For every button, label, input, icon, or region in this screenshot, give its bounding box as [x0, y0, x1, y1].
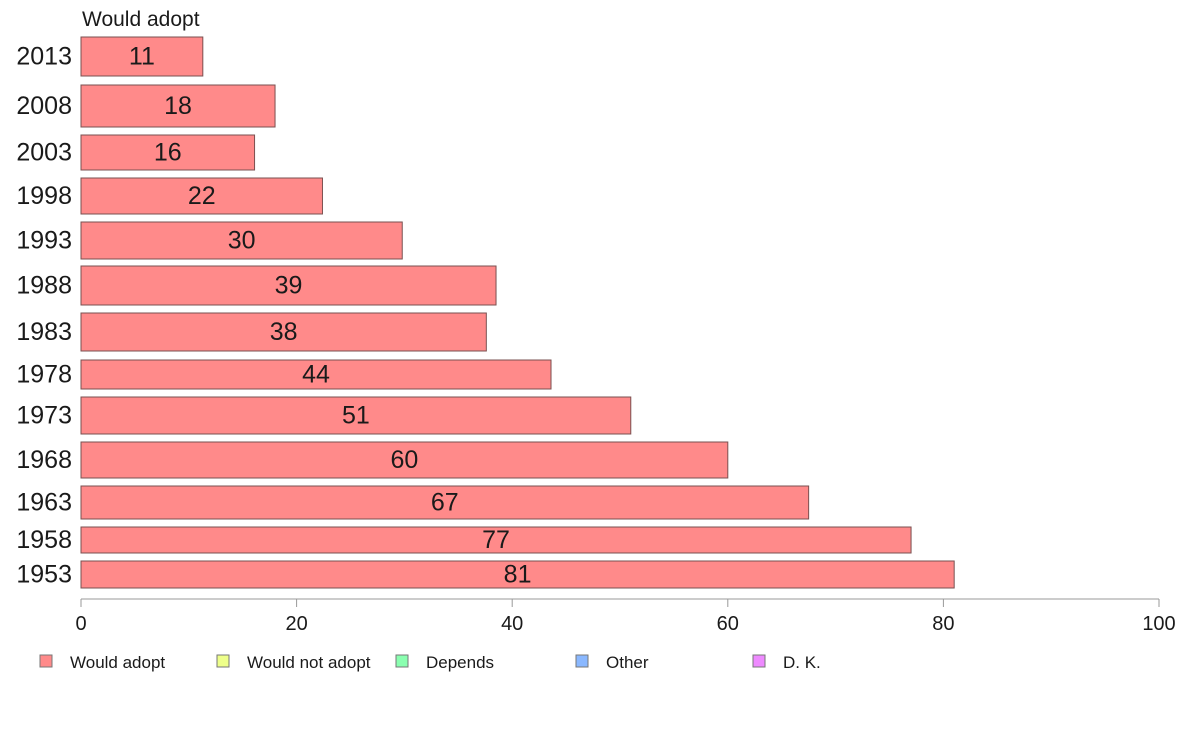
year-label-2008: 2008 [16, 92, 72, 120]
value-label-1998: 22 [188, 182, 216, 210]
legend: Would adopt Would not adopt Depends Other D.… [39, 653, 821, 672]
bar-1978 [80, 359, 552, 390]
year-label-1978: 1978 [16, 361, 72, 389]
bar-1988 [80, 265, 497, 306]
year-label-1988: 1988 [16, 272, 72, 300]
bar-1958 [80, 526, 912, 554]
legend-swatch-other [575, 654, 589, 668]
year-label-1958: 1958 [16, 526, 72, 554]
legend-label-depends: Depends [426, 653, 494, 672]
bar-2008 [80, 84, 276, 128]
bar-1993 [80, 221, 403, 260]
value-label-1963: 67 [431, 489, 459, 517]
value-label-2003: 16 [154, 139, 182, 167]
bar-1983 [80, 312, 487, 352]
year-label-2013: 2013 [16, 43, 72, 71]
year-label-1968: 1968 [16, 446, 72, 474]
x-tick-label-0: 0 [75, 613, 86, 635]
legend-swatch-would-not-adopt [216, 654, 230, 668]
legend-label-would-not-adopt: Would not adopt [247, 653, 371, 672]
year-label-1963: 1963 [16, 489, 72, 517]
bar-2003 [80, 134, 256, 171]
value-label-2013: 11 [129, 43, 155, 71]
x-axis: 0 20 40 60 80 100 [75, 598, 1176, 635]
value-label-1993: 30 [228, 227, 256, 255]
value-label-1973: 51 [342, 402, 370, 430]
bar-1953 [80, 560, 955, 589]
bars-group: 2013 11 2008 18 2003 16 1998 22 1993 30 1988 39 1983… [16, 36, 955, 589]
year-label-2003: 2003 [16, 139, 72, 167]
bar-1998 [80, 177, 323, 215]
x-tick-label-100: 100 [1142, 613, 1175, 635]
value-label-1958: 77 [482, 526, 510, 554]
legend-swatch-d-k [752, 654, 766, 668]
value-label-1968: 60 [390, 446, 418, 474]
x-tick-label-80: 80 [932, 613, 954, 635]
bar-1968 [80, 441, 729, 479]
bar-1963 [80, 485, 810, 520]
series-title: Would adopt [82, 8, 200, 31]
bar-1973 [80, 396, 632, 435]
year-label-1993: 1993 [16, 227, 72, 255]
year-label-1973: 1973 [16, 402, 72, 430]
bar-2013 [80, 36, 204, 77]
legend-label-other: Other [606, 653, 649, 672]
value-label-1978: 44 [302, 361, 330, 389]
value-label-1953: 81 [504, 561, 532, 589]
legend-label-would-adopt: Would adopt [70, 653, 165, 672]
legend-swatch-would-adopt [39, 654, 53, 668]
legend-swatch-depends [395, 654, 409, 668]
x-tick-label-60: 60 [717, 613, 739, 635]
year-label-1953: 1953 [16, 561, 72, 589]
legend-label-d-k: D. K. [783, 653, 821, 672]
year-label-1998: 1998 [16, 182, 72, 210]
value-label-1983: 38 [270, 318, 298, 346]
x-tick-label-20: 20 [285, 613, 307, 635]
year-label-1983: 1983 [16, 318, 72, 346]
value-label-1988: 39 [275, 272, 303, 300]
x-tick-label-40: 40 [501, 613, 523, 635]
value-label-2008: 18 [164, 92, 192, 120]
